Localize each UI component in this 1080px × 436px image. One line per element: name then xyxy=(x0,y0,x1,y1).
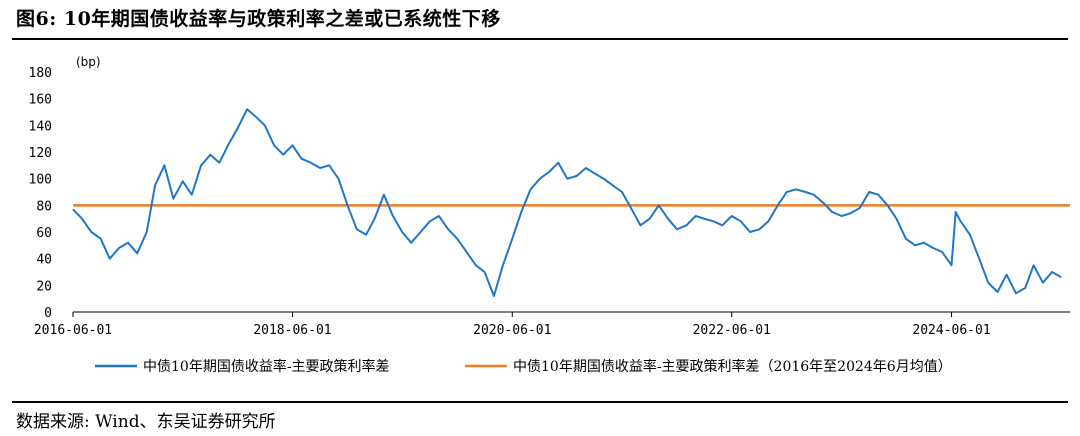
legend-label-spread: 中债10年期国债收益率-主要政策利率差 xyxy=(143,358,390,375)
y-tick-label: 140 xyxy=(29,119,52,134)
y-axis-unit: (bp) xyxy=(76,55,101,69)
y-tick-label: 0 xyxy=(44,306,52,321)
data-source: 数据来源: Wind、东吴证券研究所 xyxy=(16,412,276,432)
spread-series-line xyxy=(72,108,1062,297)
x-tick-label: 2024-06-01 xyxy=(912,323,990,338)
y-tick-label: 60 xyxy=(36,226,52,241)
title-divider xyxy=(12,38,1068,40)
x-tick-label: 2020-06-01 xyxy=(473,323,551,338)
y-tick-label: 160 xyxy=(29,93,52,108)
footer-divider xyxy=(12,401,1068,403)
x-tick-label: 2022-06-01 xyxy=(693,323,771,338)
plot-area xyxy=(72,108,1070,297)
y-tick-label: 180 xyxy=(29,66,52,81)
y-tick-label: 80 xyxy=(36,199,52,214)
x-tick-label: 2018-06-01 xyxy=(253,323,331,338)
x-axis: 2016-06-01 2018-06-01 2020-06-01 2022-06-01… xyxy=(34,311,1070,338)
y-tick-label: 40 xyxy=(36,253,52,268)
y-tick-label: 120 xyxy=(29,146,52,161)
y-tick-label: 100 xyxy=(29,173,52,188)
chart-title: 图6: 10年期国债收益率与政策利率之差或已系统性下移 xyxy=(16,8,501,30)
legend-label-average: 中债10年期国债收益率-主要政策利率差（2016年至2024年6月均值） xyxy=(513,358,952,375)
legend: 中债10年期国债收益率-主要政策利率差 中债10年期国债收益率-主要政策利率差（2… xyxy=(95,358,952,375)
y-axis: (bp) 0 20 40 60 80 100 120 140 160 180 xyxy=(29,55,101,321)
x-tick-label: 2016-06-01 xyxy=(34,323,112,338)
y-tick-label: 20 xyxy=(36,279,52,294)
